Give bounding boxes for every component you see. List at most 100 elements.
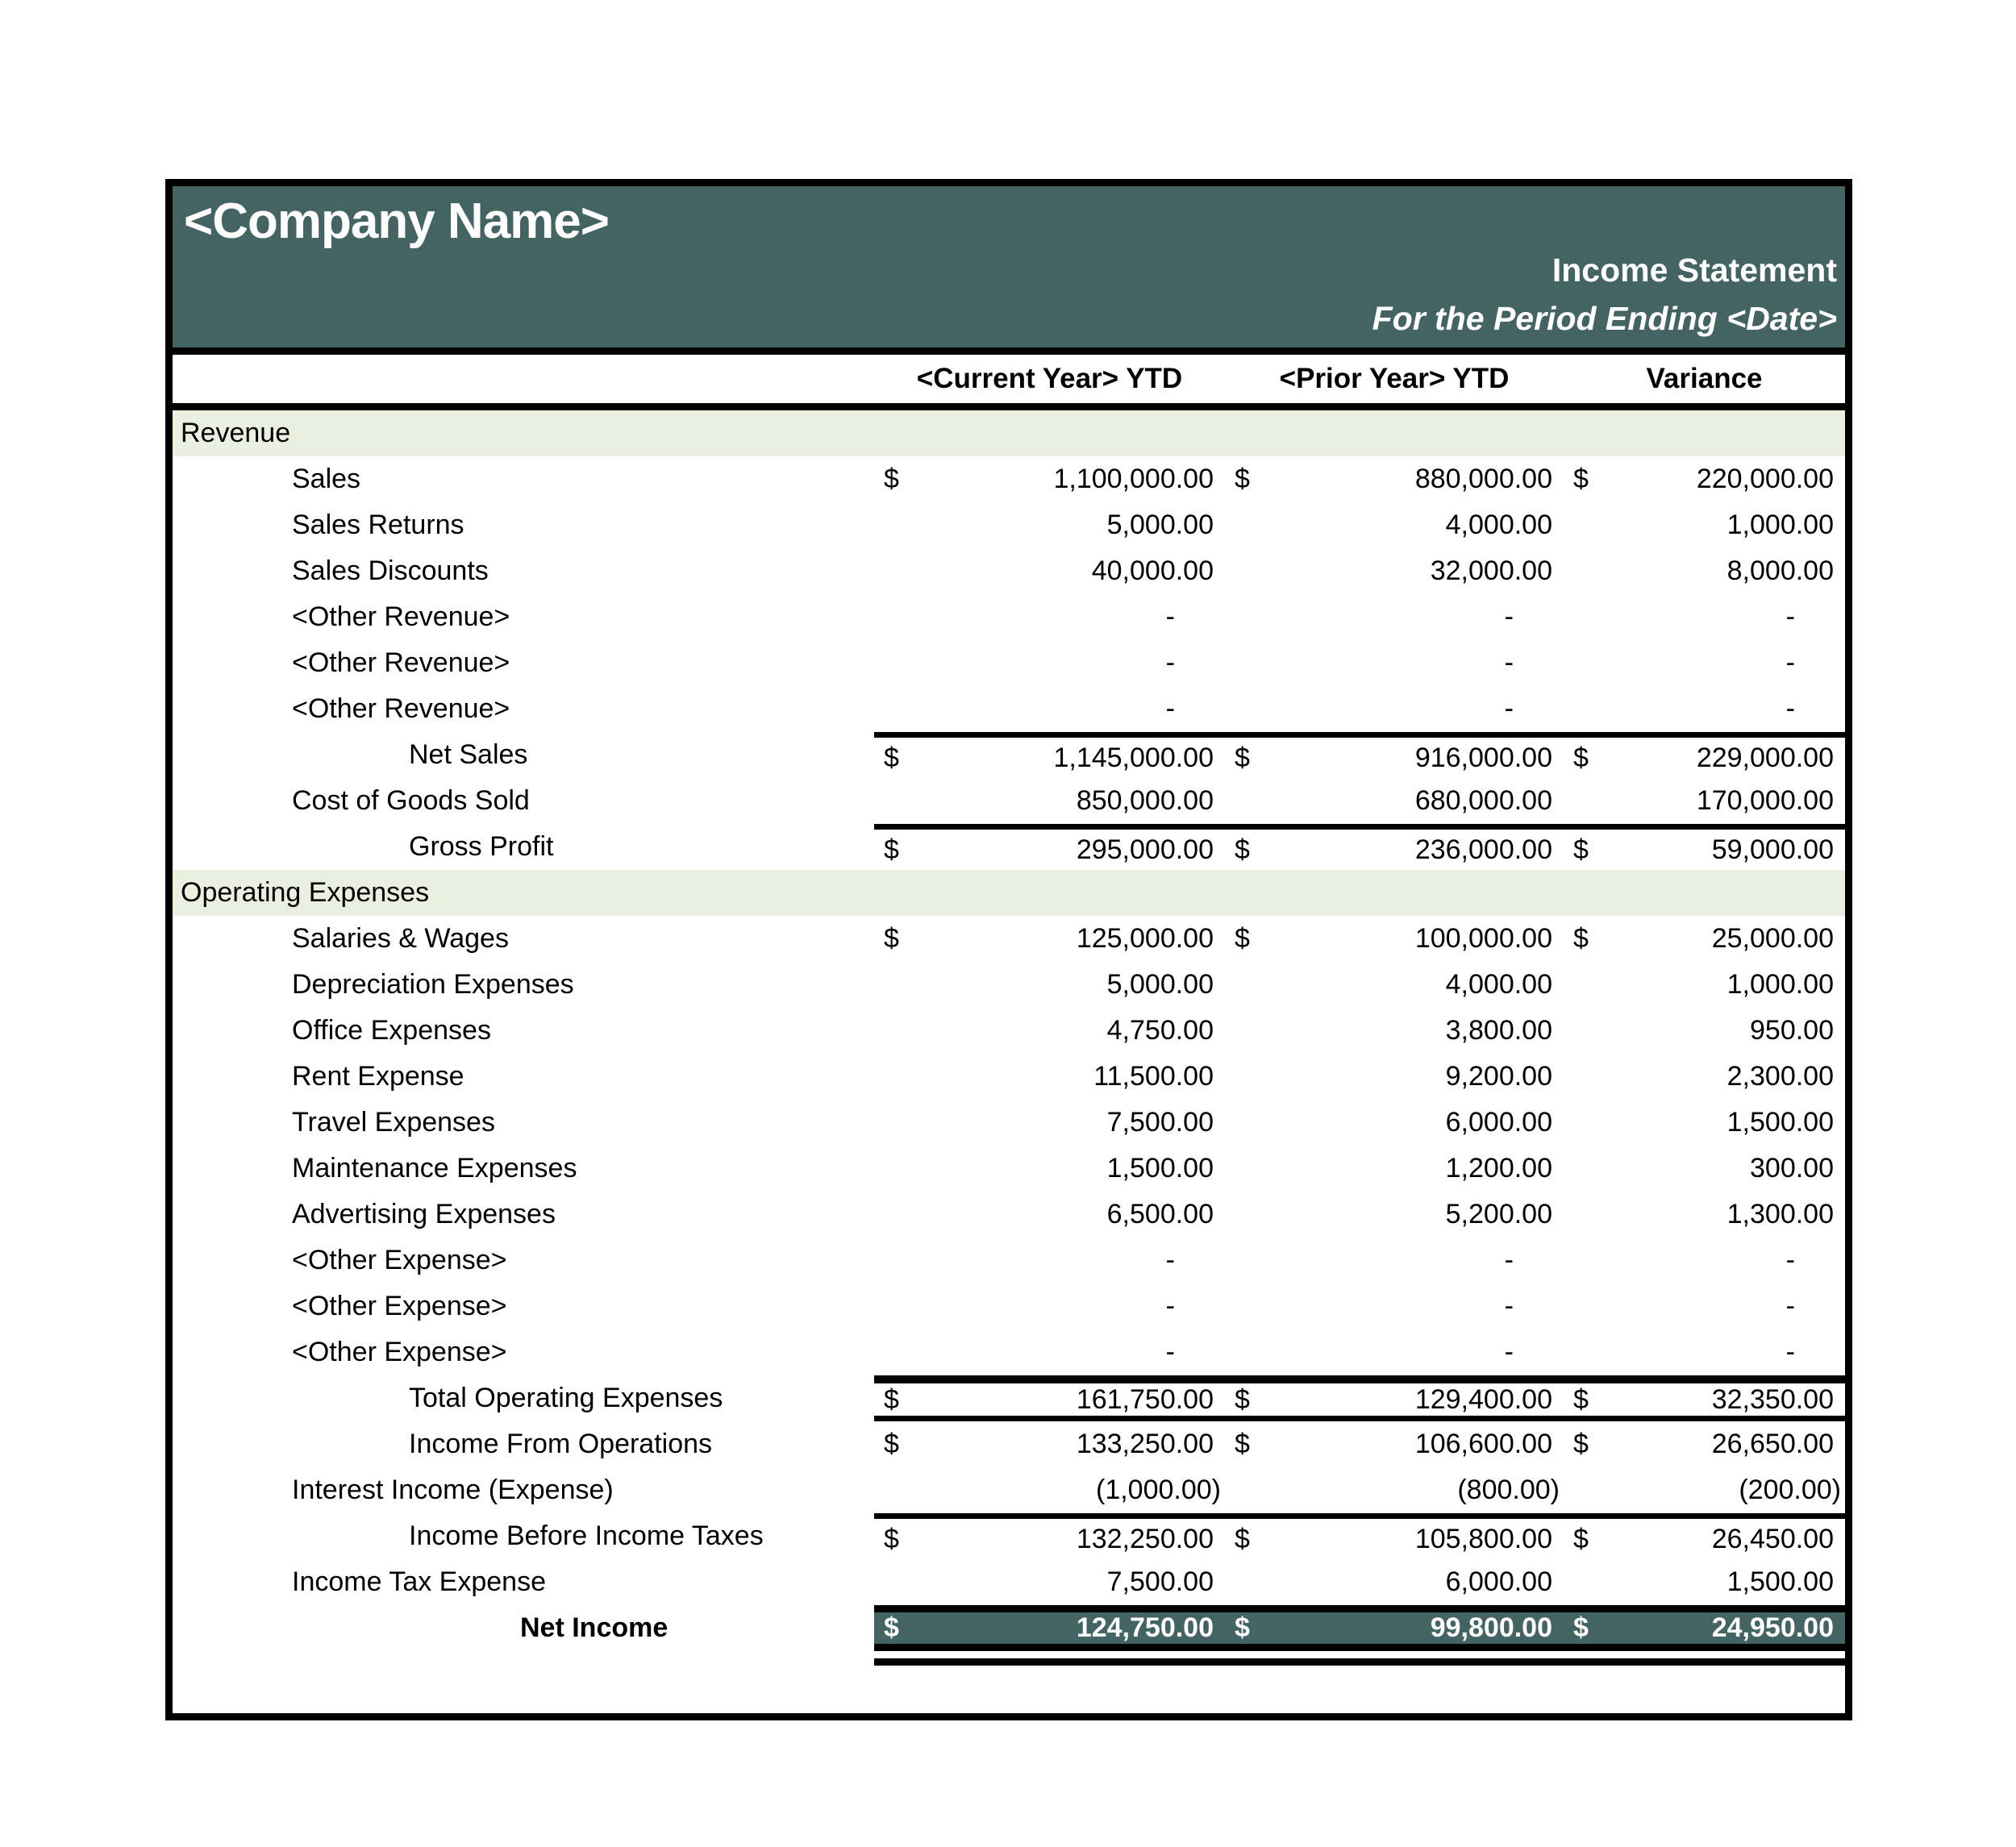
document-title: Income Statement	[1552, 252, 1837, 289]
amount: 25,000.00	[1711, 923, 1834, 954]
row-label-placeholder[interactable]: <Other Revenue>	[292, 647, 510, 678]
cell-current-year: 1,500.00	[874, 1146, 1225, 1192]
row-label: Net Income	[520, 1612, 669, 1643]
row-label: Income From Operations	[409, 1429, 713, 1459]
statement-row: Net Sales $1,145,000.00 $916,000.00 $229,00…	[173, 732, 1845, 778]
cell-variance[interactable]: -	[1564, 640, 1845, 686]
row-label-placeholder[interactable]: <Other Expense>	[292, 1337, 507, 1367]
dollar-sign: $	[1573, 464, 1589, 494]
cell-prior-year[interactable]: -	[1225, 1283, 1564, 1329]
amount: -	[1504, 1291, 1514, 1321]
cell-variance: $59,000.00	[1564, 830, 1845, 870]
row-label: Advertising Expenses	[292, 1199, 556, 1229]
row-label-placeholder[interactable]: <Other Revenue>	[292, 693, 510, 724]
statement-row: Rent Expense 11,500.00 9,200.00 2,300.00	[173, 1054, 1845, 1100]
cell-current-year: $125,000.00	[874, 916, 1225, 962]
amount: 950.00	[1750, 1015, 1834, 1046]
cell-variance[interactable]: -	[1564, 686, 1845, 732]
cell-variance: $229,000.00	[1564, 738, 1845, 778]
underline-spacer	[173, 1651, 874, 1673]
amount: (200.00)	[1739, 1475, 1841, 1505]
row-label-placeholder[interactable]: <Other Expense>	[292, 1291, 507, 1321]
cell-current-year: $1,100,000.00	[874, 456, 1225, 502]
cell-variance[interactable]: -	[1564, 1238, 1845, 1283]
cell-current-year[interactable]: -	[874, 1283, 1225, 1329]
row-values: $1,145,000.00 $916,000.00 $229,000.00	[874, 732, 1845, 778]
period-ending-placeholder[interactable]: For the Period Ending <Date>	[1372, 299, 1837, 337]
dollar-sign: $	[1235, 464, 1250, 494]
amount: (1,000.00)	[1096, 1475, 1221, 1505]
amount: 6,000.00	[1445, 1566, 1552, 1597]
row-label: Cost of Goods Sold	[292, 785, 530, 816]
statement-row: Cost of Goods Sold 850,000.00 680,000.00 17…	[173, 778, 1845, 824]
amount: 1,500.00	[1727, 1566, 1834, 1597]
amount: 7,500.00	[1106, 1566, 1214, 1597]
row-values: $125,000.00 $100,000.00 $25,000.00	[874, 916, 1845, 962]
amount: 32,350.00	[1711, 1383, 1834, 1415]
cell-variance[interactable]: -	[1564, 1283, 1845, 1329]
cell-prior-year[interactable]: -	[1225, 640, 1564, 686]
cell-current-year[interactable]: -	[874, 640, 1225, 686]
cell-current-year[interactable]: -	[874, 1238, 1225, 1283]
company-name-placeholder[interactable]: <Company Name>	[184, 193, 610, 249]
amount: 680,000.00	[1414, 785, 1552, 816]
dollar-sign: $	[884, 1612, 899, 1643]
row-label: Maintenance Expenses	[292, 1153, 577, 1183]
row-label-placeholder[interactable]: <Other Expense>	[292, 1245, 507, 1275]
amount: 1,000.00	[1727, 969, 1834, 1000]
row-label-placeholder[interactable]: <Other Revenue>	[292, 601, 510, 632]
row-label: Depreciation Expenses	[292, 969, 574, 1000]
section-label: Revenue	[181, 418, 291, 448]
cell-variance: 1,000.00	[1564, 962, 1845, 1008]
amount: 880,000.00	[1414, 464, 1552, 494]
amount: 8,000.00	[1727, 555, 1834, 586]
cell-current-year[interactable]: -	[874, 686, 1225, 732]
statement-row: Net Income $124,750.00 $99,800.00 $24,950.0…	[173, 1605, 1845, 1651]
row-label: Travel Expenses	[292, 1107, 495, 1138]
cell-variance[interactable]: -	[1564, 594, 1845, 640]
row-values: 5,000.00 4,000.00 1,000.00	[874, 502, 1845, 548]
amount: 1,300.00	[1727, 1199, 1834, 1229]
column-header-prior-year: <Prior Year> YTD	[1279, 363, 1510, 394]
amount: 295,000.00	[1076, 834, 1214, 865]
statement-row: Income Before Income Taxes $132,250.00 $10…	[173, 1513, 1845, 1559]
cell-current-year[interactable]: -	[874, 594, 1225, 640]
row-values: $124,750.00 $99,800.00 $24,950.00	[874, 1605, 1845, 1651]
amount: 1,000.00	[1727, 510, 1834, 540]
amount: -	[1165, 1245, 1175, 1275]
cell-prior-year: $916,000.00	[1225, 738, 1564, 778]
row-values: 4,750.00 3,800.00 950.00	[874, 1008, 1845, 1054]
cell-prior-year[interactable]: -	[1225, 1329, 1564, 1375]
cell-current-year[interactable]: -	[874, 1329, 1225, 1375]
dollar-sign: $	[884, 742, 899, 773]
row-values: 7,500.00 6,000.00 1,500.00	[874, 1100, 1845, 1146]
row-label: Sales	[292, 464, 361, 494]
statement-row: Depreciation Expenses 5,000.00 4,000.00 1,0…	[173, 962, 1845, 1008]
statement-row: <Other Revenue> - - -	[173, 594, 1845, 640]
cell-prior-year[interactable]: -	[1225, 594, 1564, 640]
amount: -	[1504, 1337, 1514, 1367]
amount: 2,300.00	[1727, 1061, 1834, 1092]
cell-variance[interactable]: -	[1564, 1329, 1845, 1375]
amount: 124,750.00	[1076, 1612, 1214, 1643]
amount: -	[1785, 1291, 1795, 1321]
cell-prior-year: 6,000.00	[1225, 1100, 1564, 1146]
cell-variance: 2,300.00	[1564, 1054, 1845, 1100]
cell-prior-year[interactable]: -	[1225, 686, 1564, 732]
dollar-sign: $	[1573, 1523, 1589, 1554]
statement-rows: Revenue Sales $1,100,000.00 $880,000.00 $220…	[173, 410, 1845, 1673]
dollar-sign: $	[1573, 1383, 1589, 1415]
bottom-spacer	[173, 1673, 1845, 1713]
cell-current-year: 11,500.00	[874, 1054, 1225, 1100]
cell-prior-year[interactable]: -	[1225, 1238, 1564, 1283]
cell-variance: $220,000.00	[1564, 456, 1845, 502]
cell-current-year: 7,500.00	[874, 1100, 1225, 1146]
dollar-sign: $	[1235, 1383, 1250, 1415]
statement-row: Sales $1,100,000.00 $880,000.00 $220,000.00	[173, 456, 1845, 502]
amount: 850,000.00	[1076, 785, 1214, 816]
row-values: ---	[874, 640, 1845, 686]
statement-row: Salaries & Wages $125,000.00 $100,000.00 $2…	[173, 916, 1845, 962]
row-values: 11,500.00 9,200.00 2,300.00	[874, 1054, 1845, 1100]
cell-current-year: $124,750.00	[874, 1612, 1225, 1644]
dollar-sign: $	[1573, 1429, 1589, 1459]
